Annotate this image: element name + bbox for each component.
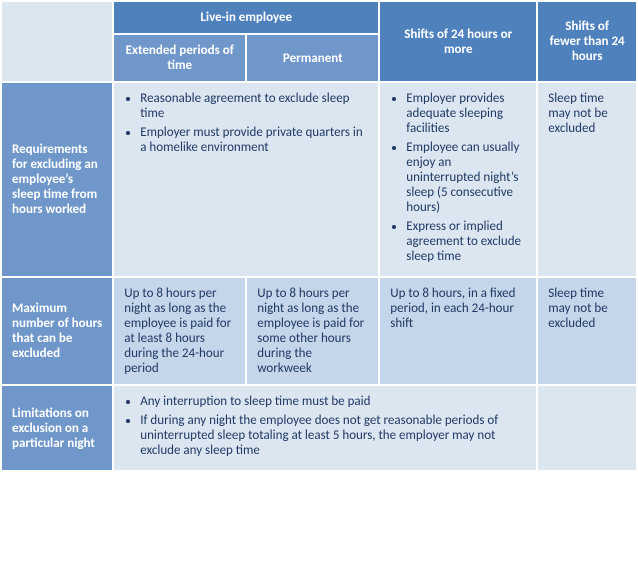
cell-req-livein: Reasonable agreement to exclude sleep ti… [113, 82, 379, 277]
rowhead-requirements: Requirements for excluding an employee’s… [1, 82, 113, 277]
req-livein-bullet: Reasonable agreement to exclude sleep ti… [140, 91, 368, 121]
col-livein: Live-in employee [113, 1, 379, 34]
cell-req-shifts24plus: Employer provides adequate sleeping faci… [379, 82, 537, 277]
req-24plus-bullet: Express or implied agreement to exclude … [406, 219, 526, 264]
corner-cell [1, 1, 113, 82]
cell-max-permanent: Up to 8 hours per night as long as the e… [246, 277, 379, 385]
cell-max-extended: Up to 8 hours per night as long as the e… [113, 277, 246, 385]
rowhead-maxhours: Maximum number of hours that can be excl… [1, 277, 113, 385]
cell-req-shiftsless24: Sleep time may not be excluded [537, 82, 637, 277]
req-24plus-bullet: Employee can usually enjoy an uninterrup… [406, 140, 526, 215]
cell-max-shiftsless24: Sleep time may not be excluded [537, 277, 637, 385]
limitations-bullet: Any interruption to sleep time must be p… [140, 394, 526, 409]
col-shiftsless24: Shifts of fewer than 24 hours [537, 1, 637, 82]
cell-limitations: Any interruption to sleep time must be p… [113, 385, 537, 471]
col-permanent: Permanent [246, 34, 379, 82]
req-24plus-bullet: Employer provides adequate sleeping faci… [406, 91, 526, 136]
sleep-time-exclusion-table: Live-in employee Shifts of 24 hours or m… [0, 0, 638, 472]
rowhead-limitations: Limitations on exclusion on a particular… [1, 385, 113, 471]
req-livein-bullet: Employer must provide private quarters i… [140, 125, 368, 155]
cell-limitations-shiftsless24 [537, 385, 637, 471]
col-extended: Extended periods of time [113, 34, 246, 82]
col-shifts24plus: Shifts of 24 hours or more [379, 1, 537, 82]
limitations-bullet: If during any night the employee does no… [140, 413, 526, 458]
cell-max-shifts24plus: Up to 8 hours, in a fixed period, in eac… [379, 277, 537, 385]
